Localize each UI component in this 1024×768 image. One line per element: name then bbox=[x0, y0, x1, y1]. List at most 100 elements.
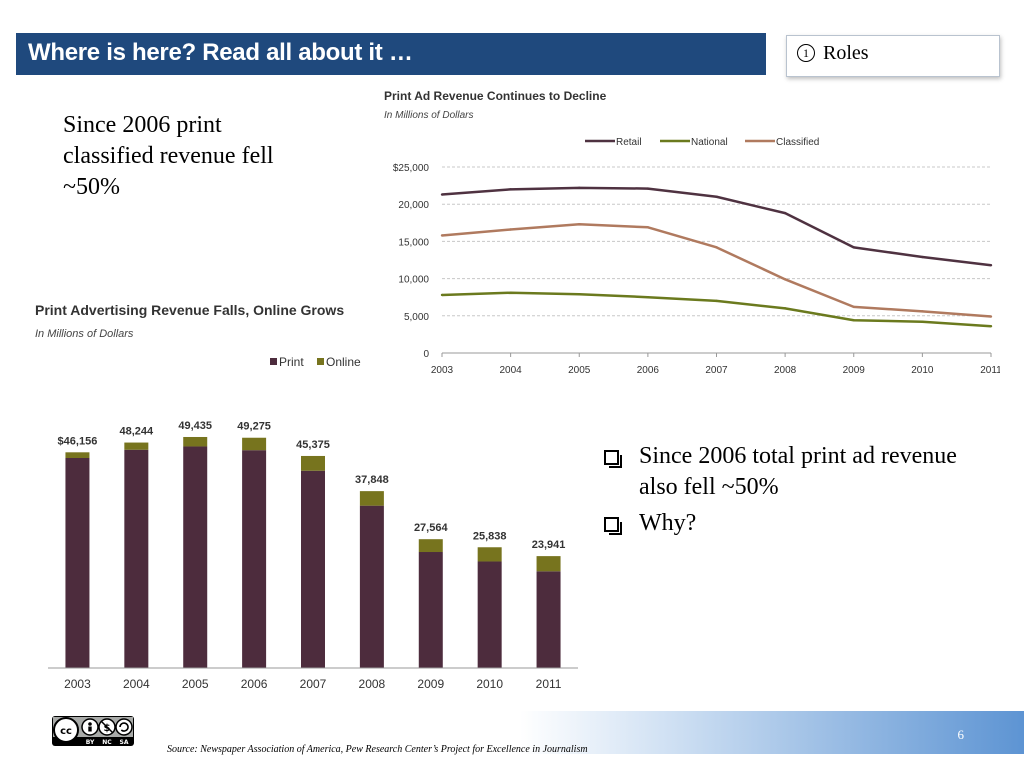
bar-xtick-label: 2009 bbox=[417, 677, 444, 691]
line-point-classified bbox=[715, 246, 718, 249]
bar-total-label: 23,941 bbox=[532, 539, 566, 551]
line-legend-label-national: National bbox=[691, 137, 728, 148]
bar-online bbox=[183, 436, 208, 447]
line-point-classified bbox=[440, 234, 444, 237]
bar-print bbox=[242, 450, 267, 668]
line-point-national bbox=[646, 296, 650, 299]
line-point-national bbox=[440, 293, 444, 297]
line-chart-ytick-label: 15,000 bbox=[398, 237, 429, 248]
bar-chart-print-vs-online: Print Advertising Revenue Falls, Online … bbox=[35, 302, 578, 691]
line-point-retail bbox=[852, 246, 855, 249]
line-point-classified bbox=[989, 315, 993, 318]
nc-strike bbox=[100, 720, 114, 734]
bar-legend-label-print: Print bbox=[279, 355, 304, 369]
line-chart-xtick-label: 2005 bbox=[568, 365, 591, 376]
line-chart-print-ad-revenue: Print Ad Revenue Continues to Decline In … bbox=[384, 89, 1000, 376]
bar-total-label: 49,435 bbox=[178, 420, 212, 432]
by-person-head bbox=[88, 722, 92, 726]
bar-legend-label-online: Online bbox=[326, 355, 361, 369]
line-point-national bbox=[578, 293, 581, 296]
line-chart-xtick-label: 2007 bbox=[705, 365, 728, 376]
bullet-text: Why? bbox=[639, 510, 697, 536]
bar-total-label: 37,848 bbox=[355, 474, 389, 486]
bullet-text: Since 2006 total print ad revenue also f… bbox=[639, 443, 957, 500]
line-point-national bbox=[852, 319, 855, 322]
line-point-classified bbox=[578, 223, 581, 226]
bar-xtick-label: 2006 bbox=[241, 677, 268, 691]
line-point-classified bbox=[783, 278, 787, 281]
line-chart-xtick-label: 2004 bbox=[500, 365, 523, 376]
bar-online bbox=[301, 455, 325, 471]
bar-online bbox=[359, 491, 384, 506]
title-bar: Where is here? Read all about it … bbox=[16, 33, 766, 75]
line-point-retail bbox=[578, 186, 581, 190]
license-by: BY bbox=[86, 739, 95, 746]
bar-chart-subtitle: In Millions of Dollars bbox=[35, 328, 134, 340]
roles-number-badge: 1 bbox=[797, 44, 815, 62]
bar-online bbox=[65, 452, 90, 458]
bar-online bbox=[536, 556, 561, 572]
classified-note: Since 2006 print classified revenue fell… bbox=[63, 112, 274, 200]
bar-print bbox=[183, 446, 208, 668]
checkbox-bullet-icon bbox=[604, 517, 622, 535]
line-point-classified bbox=[509, 228, 512, 231]
line-chart-subtitle: In Millions of Dollars bbox=[384, 110, 473, 121]
line-point-national bbox=[715, 299, 718, 303]
bar-print bbox=[65, 457, 90, 668]
roles-label: Roles bbox=[823, 42, 869, 64]
sa-share-alike-icon bbox=[115, 718, 133, 736]
cc-circle bbox=[53, 717, 79, 743]
slide-number: 6 bbox=[957, 727, 965, 742]
bar-total-label: 45,375 bbox=[296, 439, 330, 451]
roles-button[interactable]: 1 Roles bbox=[786, 35, 1000, 77]
line-chart-xtick-label: 2003 bbox=[431, 365, 454, 376]
bullet-item: Since 2006 total print ad revenue also f… bbox=[602, 441, 962, 503]
bar-print bbox=[536, 571, 561, 668]
line-point-retail bbox=[921, 255, 924, 259]
line-point-national bbox=[509, 291, 512, 294]
line-chart-xtick-label: 2010 bbox=[911, 365, 934, 376]
line-chart-ytick-label: 5,000 bbox=[404, 312, 429, 323]
line-point-classified bbox=[921, 310, 924, 313]
line-point-classified bbox=[646, 226, 650, 229]
license-sa: SA bbox=[120, 739, 129, 746]
nc-dollar-glyph: $ bbox=[104, 723, 111, 734]
license-nc: NC bbox=[102, 739, 112, 746]
bar-xtick-label: 2011 bbox=[536, 677, 562, 691]
line-point-national bbox=[921, 320, 924, 323]
creative-commons-icon: cc $ BY NC SA bbox=[52, 716, 134, 746]
bar-xtick-label: 2004 bbox=[123, 677, 150, 691]
bar-xtick-label: 2007 bbox=[300, 677, 327, 691]
by-person-body bbox=[88, 726, 92, 732]
line-point-retail bbox=[440, 193, 444, 196]
line-chart-xtick-label: 2009 bbox=[843, 365, 866, 376]
line-chart-title: Print Ad Revenue Continues to Decline bbox=[384, 89, 607, 103]
bar-print bbox=[477, 561, 502, 668]
bar-xtick-label: 2005 bbox=[182, 677, 209, 691]
bar-xtick-label: 2003 bbox=[64, 677, 91, 691]
line-point-classified bbox=[852, 305, 855, 309]
line-point-retail bbox=[715, 195, 718, 198]
bar-total-label: 27,564 bbox=[414, 522, 449, 534]
bar-total-label: 25,838 bbox=[473, 530, 507, 542]
line-chart-ytick-label: 10,000 bbox=[398, 275, 429, 286]
bar-online bbox=[242, 437, 267, 451]
line-chart-xtick-label: 2011 bbox=[980, 365, 1000, 376]
bar-total-label: 49,275 bbox=[237, 421, 271, 433]
bar-print bbox=[418, 552, 443, 668]
bullet-item: Why? bbox=[602, 508, 962, 539]
source-citation: Source: Newspaper Association of America… bbox=[167, 744, 588, 755]
line-legend-label-classified: Classified bbox=[776, 137, 819, 148]
bar-print bbox=[124, 449, 149, 668]
bar-print bbox=[301, 470, 325, 668]
bar-total-label: $46,156 bbox=[58, 435, 98, 447]
line-legend-label-retail: Retail bbox=[616, 137, 642, 148]
line-chart-ytick-label: 0 bbox=[423, 349, 429, 360]
line-point-national bbox=[783, 307, 787, 310]
line-point-retail bbox=[783, 211, 787, 215]
bar-chart-title: Print Advertising Revenue Falls, Online … bbox=[35, 302, 344, 318]
bar-xtick-label: 2010 bbox=[476, 677, 503, 691]
line-point-retail bbox=[509, 188, 512, 191]
cc-mark: cc bbox=[60, 726, 72, 737]
bar-online bbox=[124, 442, 149, 450]
